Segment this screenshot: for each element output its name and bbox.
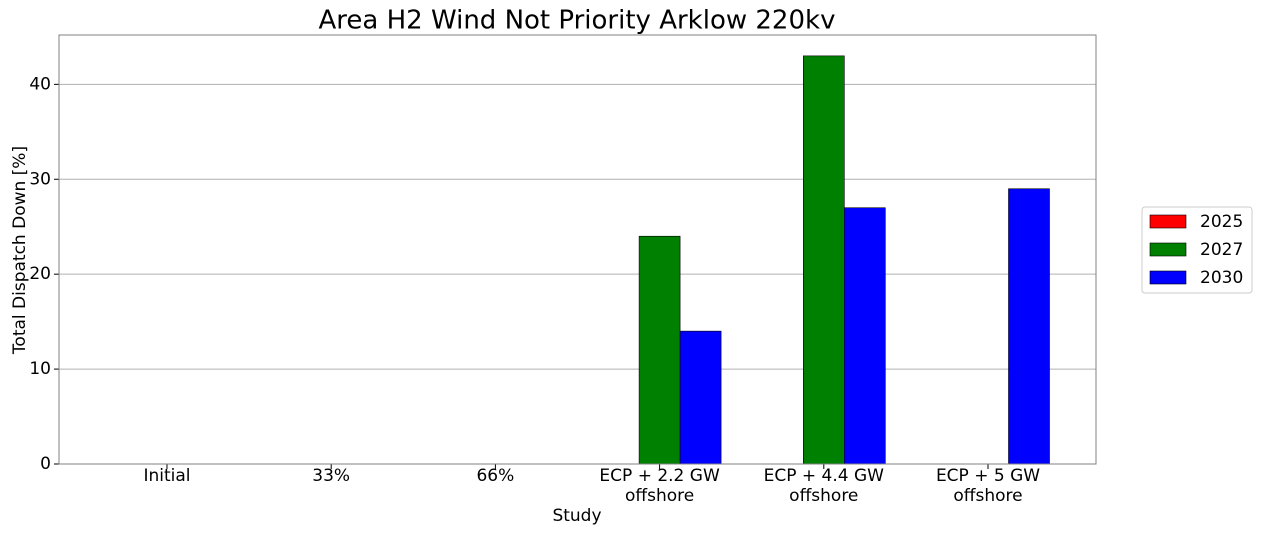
legend-swatch [1149, 242, 1187, 257]
y-axis-label: Total Dispatch Down [%] [10, 146, 30, 355]
x-tick-label: 33% [312, 466, 351, 486]
x-tick-label: Initial [143, 466, 191, 486]
x-tick-label: ECP + 4.4 GW offshore [763, 466, 884, 506]
legend-label: 2027 [1200, 240, 1243, 260]
bar [802, 55, 845, 465]
y-tick-label: 20 [29, 264, 51, 284]
y-tick-label: 0 [40, 454, 51, 474]
x-tick-label: ECP + 5 GW offshore [935, 466, 1041, 506]
y-tick-label: 40 [29, 74, 51, 94]
bar [638, 235, 681, 465]
bar [1008, 188, 1050, 465]
plot-frame [58, 34, 1097, 465]
y-tick-label: 10 [29, 359, 51, 379]
bar [679, 330, 722, 465]
legend-label: 2025 [1200, 212, 1243, 232]
x-axis-label: Study [552, 506, 601, 526]
legend-label: 2030 [1200, 268, 1243, 288]
chart-title: Area H2 Wind Not Priority Arklow 220kv [319, 6, 836, 36]
x-tick-label: ECP + 2.2 GW offshore [599, 466, 720, 506]
legend-swatch [1149, 214, 1187, 229]
legend-swatch [1149, 270, 1187, 285]
y-tick-label: 30 [29, 169, 51, 189]
bar [843, 207, 886, 465]
x-tick-label: 66% [476, 466, 515, 486]
